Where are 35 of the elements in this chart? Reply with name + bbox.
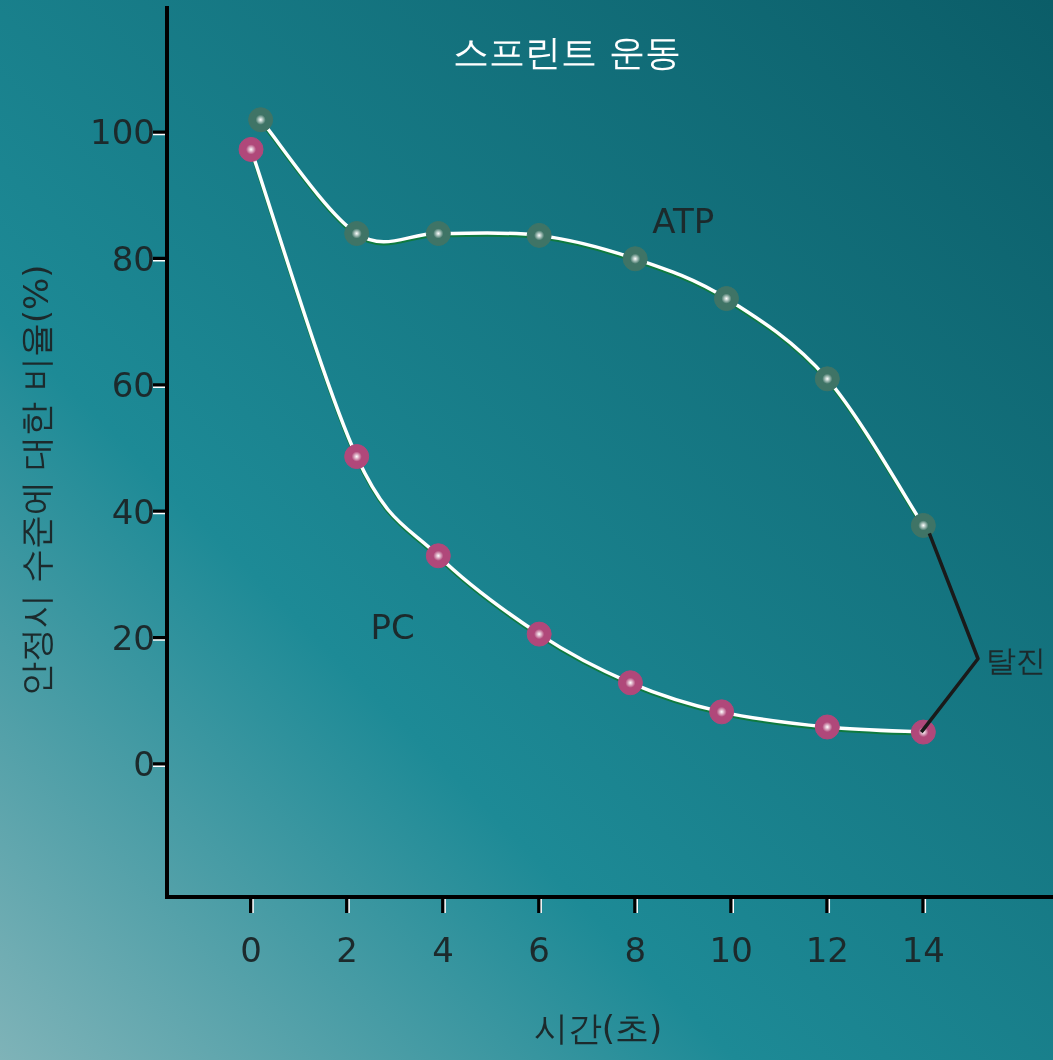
- point: [526, 621, 552, 647]
- series-label: ATP: [652, 200, 715, 241]
- point: [425, 220, 451, 246]
- y-tick-label: 0: [133, 744, 155, 785]
- point: [526, 222, 552, 248]
- text: 스프린트 운동: [453, 31, 681, 73]
- x-tick-label: 14: [901, 930, 945, 970]
- point: [248, 107, 274, 133]
- x-axis-title: 시간(초): [533, 1008, 663, 1048]
- y-tick-label: 100: [90, 112, 155, 153]
- point: [425, 543, 451, 569]
- x-tick-label: 12: [805, 930, 849, 970]
- x-tick-label: 2: [336, 930, 358, 970]
- point: [344, 220, 370, 246]
- y-tick-label: 40: [111, 491, 155, 532]
- series-label: PC: [370, 606, 415, 647]
- point: [622, 246, 648, 272]
- point: [344, 444, 370, 470]
- y-tick-label: 60: [111, 365, 155, 406]
- point: [814, 714, 840, 740]
- x-tick-label: 6: [528, 930, 550, 970]
- x-tick-label: 10: [709, 930, 753, 970]
- x-tick-label: 8: [624, 930, 647, 970]
- x-tick-label: 4: [432, 930, 454, 970]
- x-tick-label: 0: [240, 930, 262, 970]
- y-tick-label: 80: [111, 238, 155, 279]
- point: [814, 366, 840, 392]
- y-tick-label: 20: [111, 617, 155, 658]
- point: [709, 699, 735, 725]
- point: [910, 512, 936, 538]
- annotation: 탈진: [986, 643, 1046, 679]
- point: [238, 136, 264, 162]
- point: [617, 670, 643, 696]
- point: [713, 286, 739, 312]
- y-axis-title: 안정시 수준에 대한 비율(%): [16, 264, 56, 696]
